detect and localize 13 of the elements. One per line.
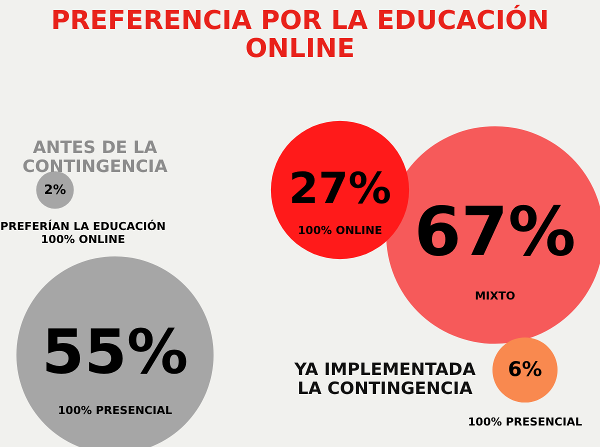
category-label: 100% PRESENCIAL xyxy=(468,416,582,429)
data-label: 6% xyxy=(508,357,542,381)
category-label: 100% ONLINE xyxy=(298,224,382,238)
category-label: MIXTO xyxy=(474,289,516,302)
text: ANTES DE LA CONTINGENCIA xyxy=(22,138,168,177)
data-label: 27% xyxy=(288,164,392,214)
text: PREFERENCIA POR LA EDUCACIÓN ONLINE xyxy=(50,4,550,64)
category-label: PREFERÍAN LA EDUCACIÓN 100% ONLINE xyxy=(0,219,166,246)
data-label: 55% xyxy=(42,317,188,388)
data-label: 2% xyxy=(44,183,66,198)
category-label: 100% PRESENCIAL xyxy=(58,404,172,418)
text: YA IMPLEMENTADA LA CONTINGENCIA xyxy=(293,360,477,399)
data-label: 67% xyxy=(414,192,576,271)
